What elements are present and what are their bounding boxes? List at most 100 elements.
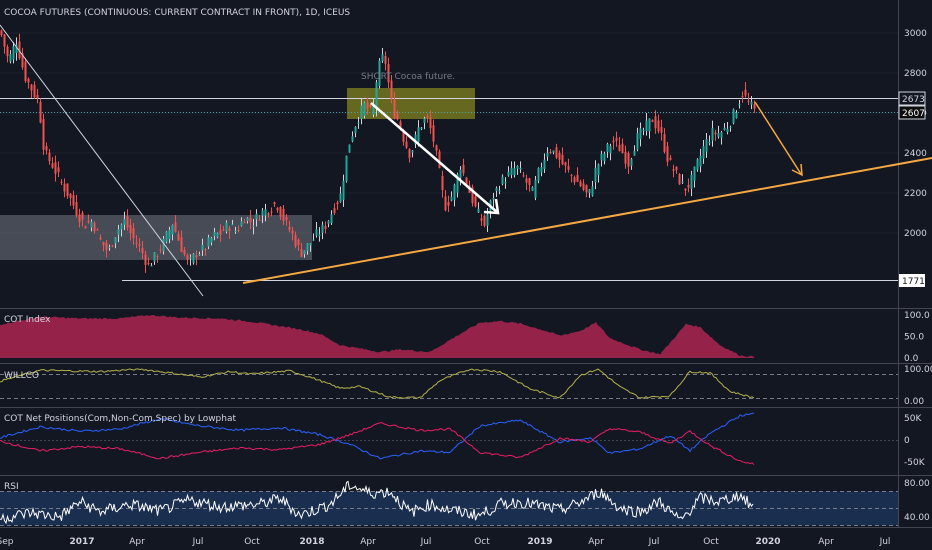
- price-candle: [246, 217, 249, 224]
- drawings: [0, 24, 932, 297]
- price-candle: [285, 214, 288, 226]
- price-candle: [660, 119, 663, 141]
- price-candle: [195, 250, 198, 266]
- price-candle: [519, 161, 522, 173]
- price-candle: [444, 190, 447, 212]
- price-candle: [678, 173, 681, 185]
- price-candle: [222, 225, 225, 232]
- cotnet-tick-label: 0: [904, 436, 910, 446]
- price-candle: [597, 163, 600, 183]
- price-candle: [525, 174, 528, 191]
- willco-line: [0, 368, 755, 399]
- grey-support-zone: [0, 215, 312, 260]
- price-candle: [249, 209, 252, 230]
- price-candle: [12, 41, 15, 64]
- price-candle: [318, 227, 321, 242]
- price-candle: [138, 238, 141, 252]
- price-candle: [81, 210, 84, 227]
- cotnet-title: COT Net Positions(Com,Non-Com,Spec) by L…: [4, 414, 236, 424]
- price-labels: 2673 2607 1771: [898, 91, 926, 287]
- price-candle: [18, 33, 21, 60]
- price-candle: [357, 117, 360, 129]
- price-candle: [129, 218, 132, 241]
- price-candle: [750, 96, 753, 110]
- price-candle: [159, 244, 162, 254]
- price-candle: [645, 112, 648, 136]
- price-candle: [333, 203, 336, 215]
- price-candle: [60, 179, 63, 185]
- price-candle: [111, 244, 114, 248]
- price-candle: [372, 98, 375, 118]
- price-candle: [441, 170, 444, 198]
- price-candle: [345, 155, 348, 183]
- price-candle: [585, 184, 588, 198]
- willco-tick-label: 0.00: [904, 397, 924, 407]
- price-candle: [504, 177, 507, 189]
- price-candle: [336, 200, 339, 210]
- price-label-2673: 2673: [902, 95, 925, 105]
- price-candle: [294, 231, 297, 249]
- price-candle: [510, 161, 513, 179]
- price-candle: [423, 116, 426, 130]
- ascending-trendline: [242, 157, 932, 284]
- price-candle: [135, 234, 138, 249]
- price-tick-label: 2200: [904, 189, 927, 199]
- rsi-line: [0, 480, 754, 525]
- price-candle: [102, 241, 105, 252]
- price-label-2607: 2607: [902, 109, 925, 119]
- time-axis-label: Jul: [879, 537, 891, 547]
- price-candle: [693, 166, 696, 188]
- price-zones: [0, 88, 475, 260]
- price-tick-label: 2800: [904, 69, 927, 79]
- price-candle: [213, 227, 216, 241]
- price-candle: [579, 179, 582, 188]
- price-candle: [450, 191, 453, 202]
- cot-index-title: COT Index: [4, 315, 51, 325]
- price-candle: [630, 157, 633, 170]
- price-candle: [552, 150, 555, 155]
- price-candle: [225, 220, 228, 234]
- price-candle: [558, 150, 561, 168]
- price-candle: [669, 154, 672, 161]
- price-candle: [297, 238, 300, 251]
- price-candle: [315, 221, 318, 238]
- price-candle: [417, 120, 420, 147]
- price-candle: [15, 37, 18, 61]
- cotnet-noncom-line: [0, 422, 755, 466]
- cot-index-tick-label: 100.0: [904, 311, 930, 321]
- price-candle: [330, 210, 333, 226]
- rsi-axis: 80.00 40.00: [904, 479, 930, 523]
- cotnet-com-line: [0, 412, 755, 460]
- price-candle: [663, 128, 666, 154]
- price-candle: [300, 242, 303, 258]
- time-axis-label: Oct: [703, 537, 719, 547]
- price-candle: [0, 29, 3, 37]
- price-candle: [642, 127, 645, 136]
- price-candle: [603, 151, 606, 165]
- price-candle: [684, 188, 687, 196]
- price-candle: [150, 262, 153, 267]
- price-candle: [609, 143, 612, 161]
- willco-tick-label: 100.00: [904, 365, 932, 375]
- time-axis-label: Sep: [0, 537, 14, 547]
- price-candle: [534, 175, 537, 201]
- price-candle: [258, 214, 261, 221]
- price-candle: [63, 178, 66, 198]
- price-candle: [363, 101, 366, 119]
- price-candle: [729, 125, 732, 132]
- price-candle: [666, 141, 669, 167]
- price-candle: [240, 217, 243, 227]
- price-candle: [279, 206, 282, 220]
- cot-index-area: [0, 315, 754, 358]
- price-candle: [696, 158, 699, 172]
- price-candle: [9, 50, 12, 64]
- price-candle: [33, 81, 36, 100]
- price-candle: [48, 149, 51, 165]
- price-candle: [639, 122, 642, 147]
- price-candle: [411, 149, 414, 158]
- price-candle: [360, 98, 363, 125]
- price-candle: [591, 180, 594, 197]
- time-axis-label: Oct: [474, 537, 490, 547]
